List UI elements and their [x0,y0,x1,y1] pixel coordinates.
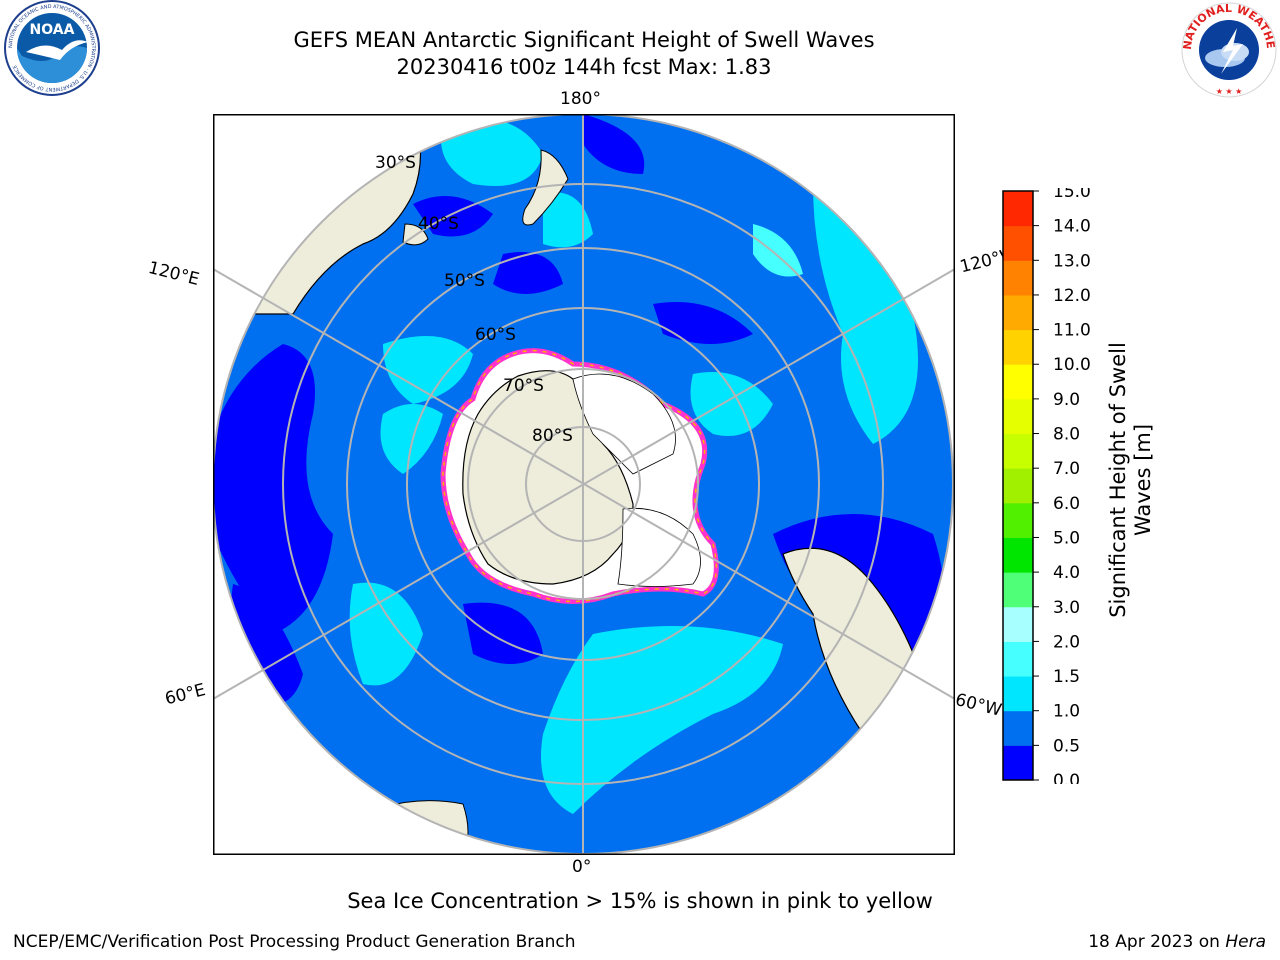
colorbar-swatch [1003,641,1033,676]
colorbar-swatch [1003,745,1033,780]
colorbar-swatch [1003,434,1033,469]
colorbar: 0.0 0.5 1.0 1.5 2.0 3.0 4.0 5.0 6.0 7.0 8.0 9.0 10.0… [1002,188,1097,784]
colorbar-tick-label: 5.0 [1053,528,1080,548]
colorbar-tick-label: 15.0 [1053,188,1091,202]
colorbar-tick-label: 7.0 [1053,459,1080,479]
footer-date: 18 Apr 2023 on Hera [1088,932,1266,952]
colorbar-swatch [1003,676,1033,711]
colorbar-tick-label: 0.5 [1053,736,1080,756]
colorbar-swatch [1003,399,1033,434]
colorbar-swatch [1003,711,1033,746]
svg-text:NOAA: NOAA [30,22,75,38]
footer-credit: NCEP/EMC/Verification Post Processing Pr… [13,932,576,952]
colorbar-label-line2: Waves [m] [1131,424,1153,536]
colorbar-tick-label: 9.0 [1053,390,1080,410]
lat-label-80s: 80°S [532,426,573,446]
footer-host: Hera [1225,932,1266,952]
colorbar-tick-label: 0.0 [1053,771,1080,784]
colorbar-swatch [1003,503,1033,538]
colorbar-swatch [1003,572,1033,607]
lat-label-50s: 50°S [444,271,485,291]
chart-title: GEFS MEAN Antarctic Significant Height o… [0,27,1168,53]
colorbar-swatch [1003,537,1033,572]
colorbar-label-line1: Significant Height of Swell [1106,342,1130,618]
lat-label-30s: 30°S [375,153,416,173]
colorbar-swatch [1003,607,1033,642]
colorbar-tick-label: 11.0 [1053,321,1091,341]
colorbar-tick-label: 14.0 [1053,217,1091,237]
caption: Sea Ice Concentration > 15% is shown in … [0,889,1280,913]
colorbar-swatch [1003,295,1033,330]
colorbar-tick-label: 13.0 [1053,251,1091,271]
colorbar-tick-label: 2.0 [1053,632,1080,652]
footer-date-text: 18 Apr 2023 on [1088,932,1225,952]
lon-label-180: 180° [560,89,601,109]
colorbar-tick-label: 4.0 [1053,563,1080,583]
polar-map: 30°S 40°S 50°S 60°S 70°S 80°S [213,114,955,855]
lat-label-40s: 40°S [418,214,459,234]
chart-subtitle: 20230416 t00z 144h fcst Max: 1.83 [0,54,1168,80]
colorbar-tick-label: 10.0 [1053,355,1091,375]
colorbar-swatch [1003,364,1033,399]
africa-landmass [352,801,468,855]
svg-text:★ ★ ★: ★ ★ ★ [1216,87,1243,96]
lon-label-60e: 60°E [163,680,207,709]
lat-label-60s: 60°S [475,325,516,345]
colorbar-tick-label: 1.5 [1053,667,1080,687]
colorbar-label: Significant Height of Swell Waves [m] [1103,300,1153,660]
nws-logo-icon: NATIONAL WEATHER SERVICE ★ ★ ★ [1177,0,1280,100]
lon-label-60w: 60°W [953,690,1003,721]
lat-label-70s: 70°S [503,376,544,396]
lon-label-0: 0° [572,857,591,877]
colorbar-tick-label: 8.0 [1053,425,1080,445]
colorbar-swatch [1003,191,1033,226]
colorbar-tick-label: 12.0 [1053,286,1091,306]
colorbar-swatch [1003,330,1033,365]
lon-label-120e: 120°E [146,258,201,290]
colorbar-tick-label: 6.0 [1053,494,1080,514]
colorbar-tick-label: 3.0 [1053,598,1080,618]
colorbar-swatch [1003,226,1033,261]
colorbar-swatch [1003,260,1033,295]
colorbar-tick-label: 1.0 [1053,702,1080,722]
colorbar-swatch [1003,468,1033,503]
noaa-logo-icon: NOAA NATIONAL OCEANIC AND ATMOSPHERIC AD… [0,0,104,100]
